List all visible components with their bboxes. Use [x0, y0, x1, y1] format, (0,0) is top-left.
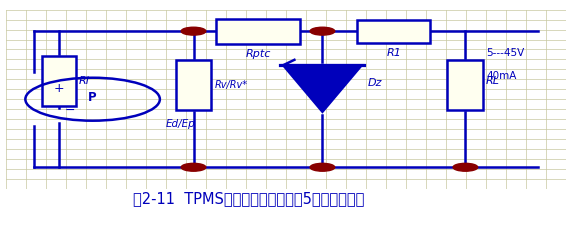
Bar: [216, 19, 300, 44]
Text: +: +: [54, 82, 64, 95]
Bar: [176, 60, 212, 110]
Bar: [447, 60, 483, 110]
Text: 5---45V: 5---45V: [486, 48, 525, 58]
Circle shape: [181, 163, 206, 171]
Text: Ri: Ri: [78, 76, 89, 86]
Circle shape: [310, 27, 335, 35]
Bar: [42, 56, 76, 106]
Text: Dz: Dz: [367, 78, 382, 88]
Text: Ed/Ep: Ed/Ep: [165, 119, 195, 129]
Circle shape: [310, 163, 335, 171]
Text: −: −: [65, 104, 76, 116]
Polygon shape: [283, 65, 362, 112]
Bar: [358, 20, 430, 43]
Text: Rptc: Rptc: [245, 49, 271, 59]
Text: P: P: [88, 91, 97, 104]
Text: Rv/Rv*: Rv/Rv*: [214, 80, 247, 90]
Circle shape: [453, 163, 478, 171]
Text: RL: RL: [486, 76, 500, 86]
Circle shape: [181, 27, 206, 35]
Text: 40mA: 40mA: [486, 71, 517, 81]
Text: R1: R1: [387, 48, 402, 58]
Text: 图2-11  TPMS汽车抛负载瞬态脉冲5试验等效电路: 图2-11 TPMS汽车抛负载瞬态脉冲5试验等效电路: [133, 191, 364, 206]
